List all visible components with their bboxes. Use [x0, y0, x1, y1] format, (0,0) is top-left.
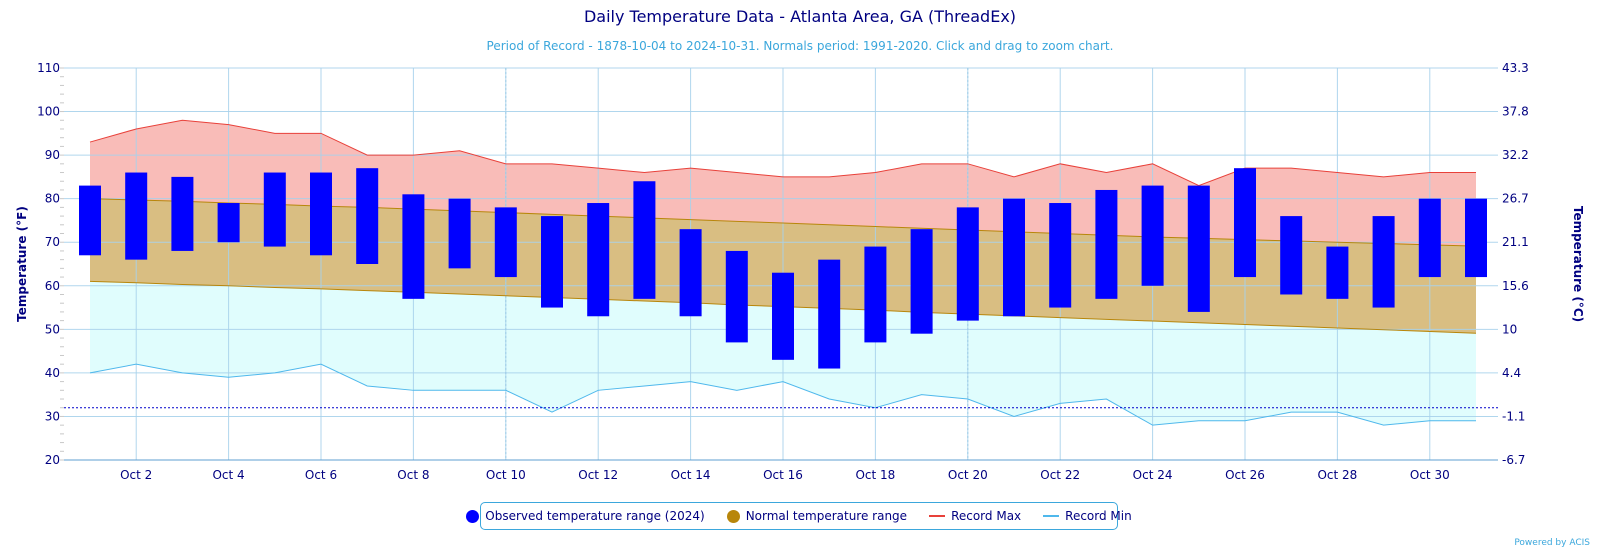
- observed-bar-oct-15: [725, 250, 748, 343]
- observed-bar-oct-28: [1326, 246, 1349, 299]
- x-tick-label: Oct 22: [1040, 468, 1080, 482]
- observed-bar-oct-16: [772, 272, 794, 360]
- y-tick-label: 50: [45, 322, 60, 336]
- legend-label-normal: Normal temperature range: [745, 509, 908, 523]
- observed-bar-oct-31: [1465, 198, 1487, 278]
- observed-bar-oct-4: [217, 203, 240, 243]
- observed-bar-oct-22: [1049, 203, 1072, 308]
- record-max-legend-line: [929, 515, 946, 517]
- observed-bar-oct-30: [1418, 198, 1441, 278]
- chart-subtitle: Period of Record - 1878-10-04 to 2024-10…: [486, 39, 1114, 53]
- legend-item-record-max[interactable]: Record Max: [929, 509, 1021, 523]
- x-tick-label: Oct 12: [578, 468, 618, 482]
- x-tick-label: Oct 10: [486, 468, 526, 482]
- observed-bar-oct-12: [587, 203, 610, 317]
- y-tick-label: 100: [37, 105, 60, 119]
- observed-bar-oct-11: [541, 216, 563, 308]
- y-right-tick-label: 32.2: [1502, 148, 1529, 162]
- observed-bar-oct-9: [448, 198, 471, 269]
- observed-bar-oct-1: [79, 185, 101, 256]
- observed-bar-oct-23: [1095, 189, 1118, 299]
- y-tick-label: 60: [45, 279, 60, 293]
- x-tick-label: Oct 14: [671, 468, 711, 482]
- chart-title: Daily Temperature Data - Atlanta Area, G…: [583, 7, 1017, 26]
- record-min-legend-line: [1043, 515, 1060, 517]
- legend-label-record-max: Record Max: [951, 509, 1022, 523]
- observed-bar-oct-25: [1187, 185, 1210, 312]
- y-right-tick-label: 26.7: [1502, 192, 1529, 206]
- observed-bar-oct-8: [402, 194, 425, 299]
- y-right-tick-label: 37.8: [1502, 105, 1529, 119]
- y-tick-label: 90: [45, 148, 60, 162]
- y-right-tick-label: 4.4: [1502, 366, 1521, 380]
- y-tick-label: 30: [45, 409, 60, 423]
- y-right-tick-label: 21.1: [1502, 235, 1529, 249]
- y-right-tick-label: -1.1: [1502, 409, 1525, 423]
- observed-bar-oct-7: [356, 168, 379, 264]
- x-tick-label: Oct 26: [1225, 468, 1265, 482]
- observed-bar-oct-17: [818, 259, 841, 369]
- legend-item-observed[interactable]: Observed temperature range (2024): [466, 509, 705, 523]
- legend-item-normal[interactable]: Normal temperature range: [726, 509, 908, 523]
- y-tick-label: 70: [45, 235, 60, 249]
- y-right-tick-label: 15.6: [1502, 279, 1529, 293]
- x-tick-label: Oct 24: [1133, 468, 1173, 482]
- observed-bar-oct-18: [864, 246, 887, 343]
- x-tick-label: Oct 4: [212, 468, 244, 482]
- record-min-line: [89, 363, 1476, 426]
- observed-bar-oct-13: [633, 181, 656, 299]
- observed-bar-oct-6: [310, 172, 332, 256]
- x-tick-label: Oct 6: [305, 468, 337, 482]
- x-tick-label: Oct 8: [397, 468, 429, 482]
- legend-label-record-min: Record Min: [1065, 509, 1132, 523]
- legend-label-observed: Observed temperature range (2024): [485, 509, 705, 523]
- normal-legend-dot: [726, 509, 740, 523]
- x-tick-label: Oct 30: [1410, 468, 1450, 482]
- y-tick-label: 40: [45, 366, 60, 380]
- y-tick-label: 110: [37, 61, 60, 75]
- x-tick-label: Oct 18: [855, 468, 895, 482]
- x-tick-label: Oct 16: [763, 468, 803, 482]
- observed-bar-oct-29: [1372, 216, 1395, 308]
- y-right-tick-label: 10: [1502, 322, 1517, 336]
- y-right-tick-label: 43.3: [1502, 61, 1529, 75]
- observed-bar-oct-19: [910, 229, 933, 334]
- observed-bar-oct-20: [956, 207, 979, 321]
- observed-bar-oct-24: [1141, 185, 1164, 286]
- credit-link[interactable]: Powered by ACIS: [1514, 538, 1590, 548]
- observed-bar-oct-2: [125, 172, 148, 260]
- x-tick-label: Oct 28: [1317, 468, 1357, 482]
- observed-bar-oct-3: [171, 176, 194, 251]
- y-tick-label: 80: [45, 192, 60, 206]
- observed-bar-oct-21: [1003, 198, 1025, 317]
- observed-legend-dot: [466, 509, 480, 523]
- y-axis-title: Temperature (°F): [15, 206, 29, 322]
- observed-bar-oct-14: [679, 229, 702, 317]
- observed-bar-oct-26: [1234, 168, 1256, 278]
- chart-legend: Observed temperature range (2024) Normal…: [466, 502, 1132, 530]
- x-tick-label: Oct 2: [120, 468, 152, 482]
- observed-bar-oct-5: [263, 172, 286, 247]
- x-tick-label: Oct 20: [948, 468, 988, 482]
- legend-item-record-min[interactable]: Record Min: [1043, 509, 1132, 523]
- y-axis-title-right: Temperature (°C): [1571, 206, 1585, 322]
- y-right-tick-label: -6.7: [1502, 453, 1525, 467]
- observed-bar-oct-27: [1280, 216, 1303, 295]
- observed-bar-oct-10: [494, 207, 517, 278]
- y-tick-label: 20: [45, 453, 60, 467]
